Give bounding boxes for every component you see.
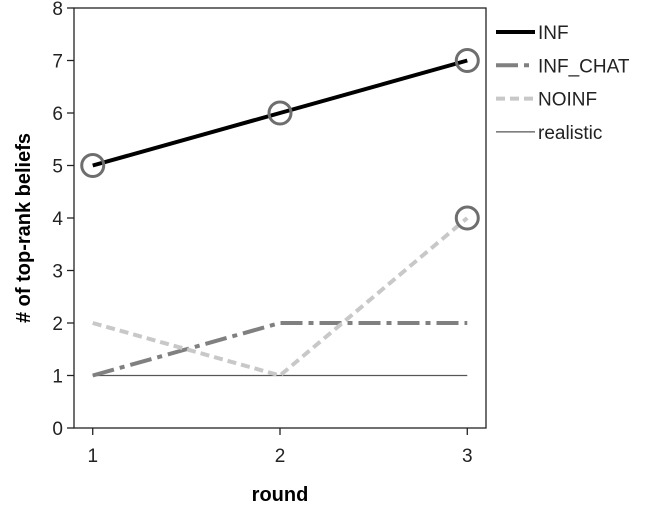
y-tick-label: 8 <box>52 0 63 20</box>
y-tick-label: 2 <box>52 314 63 335</box>
y-tick-label: 6 <box>52 104 63 125</box>
data-point-marker <box>454 48 480 73</box>
legend: INF INF_CHAT NOINF realistic <box>496 23 630 144</box>
series-layer <box>92 58 469 378</box>
y-tick-label: 3 <box>52 262 63 283</box>
x-tick-label: 3 <box>462 446 473 467</box>
x-axis: 1 2 3 <box>87 428 473 467</box>
x-tick-label: 2 <box>275 446 286 467</box>
y-axis-title: # of top-rank beliefs <box>13 133 35 323</box>
data-point-marker <box>267 100 293 126</box>
legend-label: realistic <box>538 123 602 144</box>
series-line-inf-chat <box>92 321 468 378</box>
x-tick-label: 1 <box>87 446 98 467</box>
series-line-inf <box>92 58 468 168</box>
data-point-marker <box>454 205 480 231</box>
data-point-marker <box>80 153 106 178</box>
marker-layer <box>80 48 480 231</box>
y-tick-label: 1 <box>52 367 63 388</box>
y-tick-label: 4 <box>52 209 63 230</box>
series-line-noinf <box>92 216 469 378</box>
y-tick-label: 0 <box>52 419 63 440</box>
x-axis-title: round <box>252 484 309 506</box>
legend-label: INF <box>538 23 569 44</box>
legend-label: INF_CHAT <box>538 56 630 77</box>
y-tick-label: 7 <box>52 52 63 73</box>
legend-label: NOINF <box>538 90 597 111</box>
y-tick-label: 5 <box>52 157 63 178</box>
y-axis: 0 1 2 3 4 5 6 7 8 <box>52 0 74 440</box>
